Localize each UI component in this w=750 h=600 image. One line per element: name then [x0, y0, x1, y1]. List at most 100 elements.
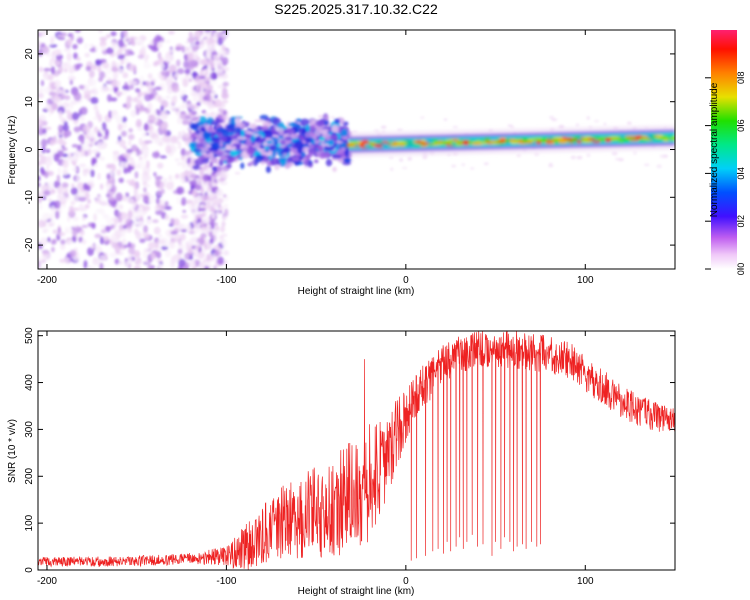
spectral-point — [284, 136, 292, 141]
spectral-point — [68, 152, 72, 160]
spectral-point — [181, 160, 186, 169]
spectral-point — [110, 31, 117, 37]
spectral-point — [333, 125, 339, 133]
spectral-point — [563, 137, 574, 140]
spectral-point — [117, 211, 122, 218]
spectral-point — [532, 137, 544, 141]
spectral-point — [106, 173, 111, 180]
spectral-point — [470, 167, 475, 170]
spectral-point — [297, 128, 304, 134]
spectral-point — [88, 266, 97, 269]
spectral-point — [176, 105, 183, 111]
spectral-point — [68, 205, 75, 214]
spectral-point — [80, 138, 85, 145]
snr-frame — [37, 330, 676, 571]
spectral-point — [207, 174, 212, 182]
spectral-point — [91, 222, 96, 230]
spectral-point — [92, 116, 98, 121]
spectral-point — [299, 135, 304, 141]
spectral-point — [153, 226, 161, 235]
spectral-point — [318, 136, 326, 141]
spectral-point — [125, 99, 132, 109]
spectral-point — [182, 99, 187, 103]
spectral-point — [131, 40, 136, 47]
spectral-point — [195, 129, 201, 135]
figure-title: S225.2025.317.10.32.C22 — [274, 1, 438, 17]
spectral-point — [159, 155, 167, 159]
spectral-point — [189, 179, 197, 186]
spectral-point — [88, 89, 95, 94]
snr-x-tick-label: 0 — [403, 576, 409, 587]
spectral-point — [461, 163, 466, 167]
spectral-point — [123, 52, 131, 57]
spectral-point — [117, 154, 124, 162]
spectral-point — [200, 229, 207, 234]
spectral-point — [157, 190, 162, 196]
spectral-point — [208, 193, 215, 198]
spectral-point — [100, 210, 106, 216]
spectral-point — [278, 131, 285, 136]
spectral-point — [38, 161, 42, 167]
spectral-point — [105, 34, 111, 38]
spectral-point — [83, 94, 91, 100]
spectral-point — [72, 194, 80, 203]
spectral-point — [67, 240, 74, 245]
spectral-point — [209, 71, 218, 81]
spectral-point — [85, 65, 92, 72]
spectral-point — [211, 212, 215, 220]
spectral-point — [99, 36, 108, 42]
spectral-point — [381, 143, 389, 148]
spectral-point — [521, 137, 529, 142]
spectral-point — [46, 52, 52, 58]
spectral-point — [135, 257, 141, 264]
spectral-point — [71, 144, 79, 148]
spectral-point — [148, 45, 156, 50]
spectral-point — [181, 130, 186, 135]
colorbar-tick-label: 0.0 — [736, 263, 746, 276]
spectral-point — [40, 169, 46, 176]
spectral-point — [325, 158, 333, 167]
spectral-point — [171, 106, 178, 112]
spectral-point — [160, 62, 165, 70]
spectral-point — [303, 165, 310, 169]
spectral-point — [38, 102, 43, 106]
spectral-point — [329, 134, 339, 140]
spectral-point — [218, 108, 224, 113]
spectral-point — [155, 197, 161, 205]
spectral-point — [209, 238, 214, 245]
spectral-point — [544, 140, 554, 145]
spectral-point — [305, 124, 311, 133]
spectral-point — [168, 49, 176, 53]
spectral-point — [117, 123, 123, 131]
spectral-point — [150, 129, 159, 134]
spectral-point — [56, 174, 61, 183]
spectrogram-y-axis-label: Frequency (Hz) — [7, 116, 18, 185]
spectral-point — [97, 65, 102, 73]
colorbar-axes: 0.0 0.2 0.4 0.6 0.8 — [705, 72, 746, 276]
spectral-point — [213, 59, 217, 67]
spectral-point — [121, 195, 128, 202]
snr-x-axis-label: Height of straight line (km) — [298, 586, 415, 597]
spectral-point — [121, 122, 128, 129]
spectral-point — [38, 124, 43, 129]
spectral-point — [207, 180, 213, 188]
spectral-point — [202, 131, 211, 140]
spectrogram-x-tick-label: -100 — [216, 275, 236, 286]
spectral-point — [71, 183, 75, 189]
spectral-point — [123, 244, 129, 248]
spectral-point — [245, 130, 252, 135]
spectral-point — [84, 52, 90, 58]
spectral-point — [340, 129, 348, 137]
spectral-point — [396, 128, 403, 131]
spectral-point — [195, 214, 199, 222]
spectral-point — [74, 30, 81, 33]
spectral-point — [586, 116, 590, 120]
spectral-point — [194, 184, 202, 191]
spectral-point — [88, 148, 92, 156]
spectral-point — [166, 181, 174, 191]
spectral-point — [63, 121, 68, 126]
spectral-point — [552, 136, 564, 141]
spectral-point — [95, 209, 102, 214]
spectral-point — [116, 169, 122, 176]
